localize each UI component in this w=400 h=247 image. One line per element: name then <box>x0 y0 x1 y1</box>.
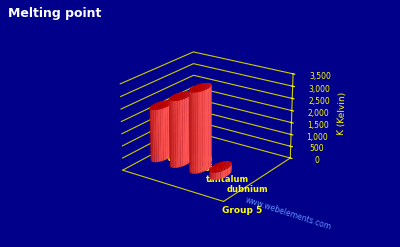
Text: Melting point: Melting point <box>8 7 101 21</box>
Text: www.webelements.com: www.webelements.com <box>244 195 332 232</box>
